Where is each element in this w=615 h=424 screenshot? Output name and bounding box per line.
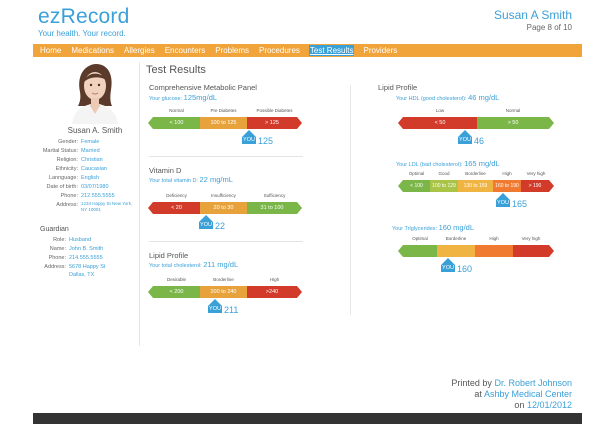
vitd-seg-insufficiency: 20 to 30: [200, 202, 247, 214]
ldl-you-marker: YOU 165: [496, 193, 527, 209]
printed-at: at Ashby Medical Center: [474, 389, 572, 399]
patient-header: Susan A Smith Page 8 of 10: [494, 8, 572, 33]
page-title: Test Results: [146, 64, 206, 76]
printed-on: on 12/01/2012: [514, 400, 572, 410]
hdl-range-bar: < 50 > 50: [398, 117, 554, 129]
guardian-role: Role: Husband: [53, 237, 92, 243]
info-dob: Date of birth: 03/07/1980: [46, 184, 109, 190]
nav-encounters[interactable]: Encounters: [164, 46, 206, 55]
footer-bar: [33, 413, 582, 424]
lipid-total-you-value: 211: [224, 305, 239, 315]
trig-you-value: 160: [457, 264, 473, 274]
cmp-seg-diabetes: > 125: [247, 117, 297, 129]
ldl-subtitle: Your LDL (bad cholesterol): 165 mg/dL: [396, 159, 500, 168]
cmp-seg-prediabetes: 100 to 125: [200, 117, 247, 129]
ldl-seg-good: 100 to 129: [430, 180, 458, 192]
cmp-range-bar: < 100 100 to 125 > 125: [148, 117, 302, 129]
patient-photo: [66, 62, 124, 124]
page-indicator: Page 8 of 10: [526, 23, 572, 32]
vitd-subtitle: Your total vitamin D: 22 mg/mL: [149, 175, 233, 184]
nav-providers[interactable]: Providers: [363, 46, 398, 55]
hdl-title: Lipid Profile: [378, 83, 418, 92]
guardian-info: Role: Husband Name: John B. Smith Phone: 21…: [36, 236, 114, 279]
trig-you-marker: YOU 160: [441, 258, 472, 274]
ldl-seg-optimal: < 100: [403, 180, 430, 192]
vitd-seg-deficiency: < 20: [153, 202, 200, 214]
divider: [149, 241, 303, 242]
cmp-range-labels: Normal Pre Diabetes Possible Diabetes: [169, 108, 293, 113]
nav-test-results[interactable]: Test Results: [308, 45, 355, 56]
ldl-range-labels: Optimal Good Borderline High Very high: [408, 171, 546, 176]
hdl-range-labels: Low Normal: [435, 108, 521, 113]
vitd-range-labels: Deficiency Insufficiency Sufficiency: [166, 193, 286, 198]
ldl-range-bar: < 100 100 to 129 130 to 159 160 to 190 >…: [398, 180, 554, 192]
trig-seg-very-high: [513, 245, 549, 257]
ldl-seg-high: 160 to 190: [493, 180, 521, 192]
brand-name: ezRecord: [38, 5, 130, 28]
lipid-total-subtitle: Your total cholesterol: 211 mg/dL: [149, 260, 239, 269]
guardian-name: Name: John B. Smith: [49, 246, 104, 252]
brand: ezRecord Your health. Your record.: [38, 5, 130, 39]
info-address: Address: 1234 Happy St New York, NY 10001: [56, 201, 133, 212]
info-marital: Martial Status: Married: [42, 148, 100, 154]
cmp-title: Comprehensive Metabolic Panel: [149, 83, 257, 92]
vitd-seg-sufficiency: 31 to 100: [247, 202, 297, 214]
lipid-seg-borderline: 200 to 240: [200, 286, 247, 298]
main-nav: Home Medications Allergies Encounters Pr…: [33, 44, 582, 57]
ldl-seg-very-high: > 190: [521, 180, 549, 192]
nav-home[interactable]: Home: [40, 46, 62, 55]
info-ethnicity: Ethnicity: Caucasian: [55, 166, 107, 172]
divider: [149, 156, 303, 157]
hdl-subtitle: Your HDL (good cholesterol): 46 mg/dL: [396, 93, 500, 102]
nav-medications[interactable]: Medications: [71, 46, 115, 55]
vitd-you-value: 22: [215, 221, 226, 231]
lipid-seg-desirable: < 200: [153, 286, 200, 298]
info-gender: Gender: Female: [58, 139, 100, 145]
hdl-seg-low: < 50: [403, 117, 477, 129]
patient-name: Susan A. Smith: [67, 126, 123, 135]
info-phone: Phone: 212.555.5555: [60, 193, 115, 199]
trig-subtitle: Your Triglycerides: 160 mg/dL: [392, 223, 475, 232]
printed-info: Printed by Dr. Robert Johnson at Ashby M…: [451, 378, 572, 411]
trig-seg-high: [475, 245, 513, 257]
info-religion: Religion: Christian: [56, 157, 103, 163]
patient-info: Gender: Female Martial Status: Married Rel…: [36, 138, 133, 212]
trig-seg-borderline: [437, 245, 475, 257]
hdl-seg-normal: > 50: [477, 117, 549, 129]
vitd-title: Vitamin D: [149, 166, 182, 175]
vitd-range-bar: < 20 20 to 30 31 to 100: [148, 202, 302, 214]
sidebar-divider: [139, 62, 140, 346]
lipid-total-range-labels: Desirable Borderline High: [166, 277, 280, 282]
info-language: Lannguage: English: [48, 175, 100, 181]
hdl-you-marker: YOU 46: [458, 130, 484, 146]
ldl-seg-borderline: 130 to 159: [458, 180, 493, 192]
nav-procedures[interactable]: Procedures: [258, 46, 300, 55]
lipid-total-title: Lipid Profile: [149, 251, 189, 260]
printed-by: Printed by Dr. Robert Johnson: [451, 378, 572, 388]
trig-range-labels: Optimal Borderline High Very high: [412, 236, 541, 241]
cmp-seg-normal: < 100: [153, 117, 200, 129]
trig-seg-optimal: [403, 245, 437, 257]
ldl-you-value: 165: [512, 199, 528, 209]
guardian-address: Address: 5678 Happy St Dallas, TX: [44, 264, 106, 278]
hdl-you-value: 46: [474, 136, 485, 146]
trig-range-bar: [398, 245, 554, 257]
header-patient-name: Susan A Smith: [493, 8, 572, 22]
column-divider: [350, 85, 351, 315]
guardian-title: Guardian: [40, 226, 69, 233]
cmp-subtitle: Your glucose: 125mg/dL: [149, 93, 218, 102]
nav-problems[interactable]: Problems: [215, 46, 249, 55]
lipid-total-you-marker: YOU 211: [208, 299, 238, 315]
vitd-you-marker: YOU 22: [199, 215, 225, 231]
lipid-total-range-bar: < 200 200 to 240 >240: [148, 286, 302, 298]
nav-allergies[interactable]: Allergies: [124, 46, 155, 55]
cmp-you-value: 125: [258, 136, 274, 146]
cmp-you-marker: YOU 125: [242, 130, 273, 146]
brand-tagline: Your health. Your record.: [38, 29, 126, 38]
guardian-phone: Phone: 214.555.5555: [48, 255, 103, 261]
lipid-seg-high: >240: [247, 286, 297, 298]
